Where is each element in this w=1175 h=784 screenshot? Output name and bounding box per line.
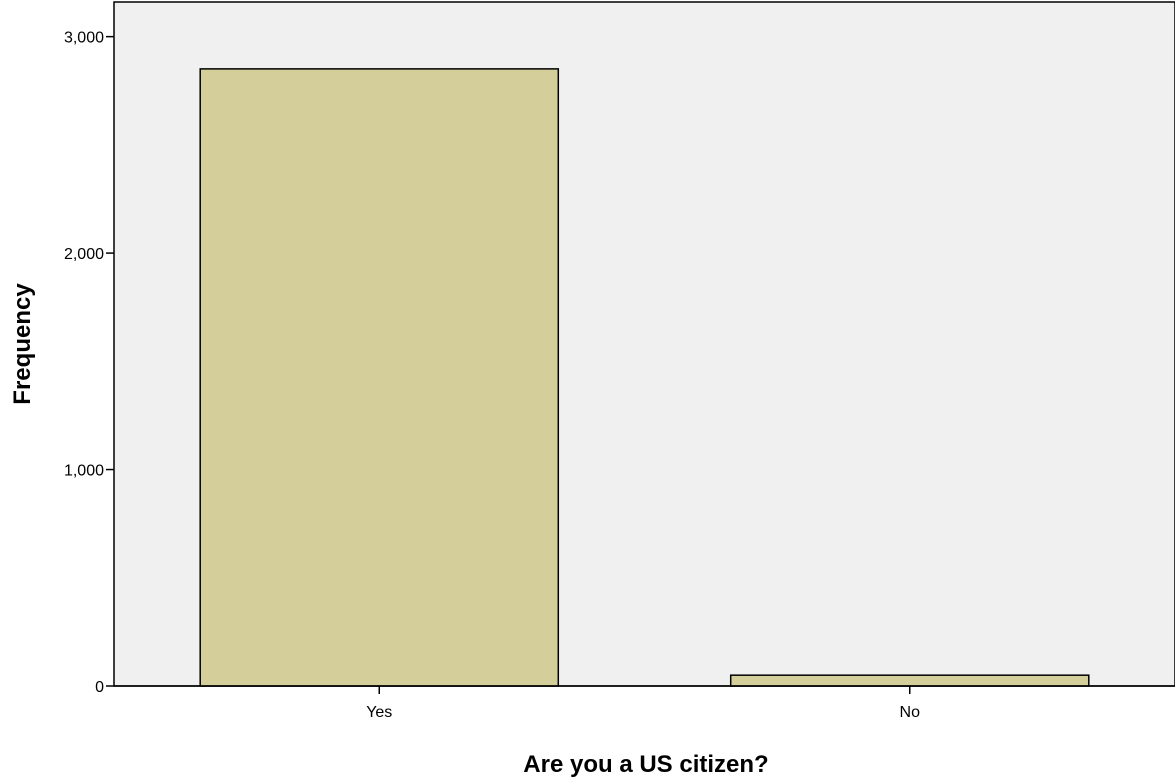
bar-yes	[199, 68, 560, 687]
bars	[199, 68, 1090, 687]
x-tick-label-yes: Yes	[366, 704, 392, 721]
y-axis-title: Frequency	[9, 283, 36, 405]
y-tick-label: 0	[95, 679, 104, 696]
y-tick-label: 1,000	[64, 463, 104, 480]
bar-no	[729, 674, 1090, 687]
x-axis-title: Are you a US citizen?	[523, 751, 768, 778]
x-tick-label-no: No	[900, 704, 921, 721]
axes: Yes No 0 1,000 2,000 3,000	[64, 30, 1175, 721]
y-tick-label: 2,000	[64, 246, 104, 263]
y-tick-label: 3,000	[64, 30, 104, 47]
